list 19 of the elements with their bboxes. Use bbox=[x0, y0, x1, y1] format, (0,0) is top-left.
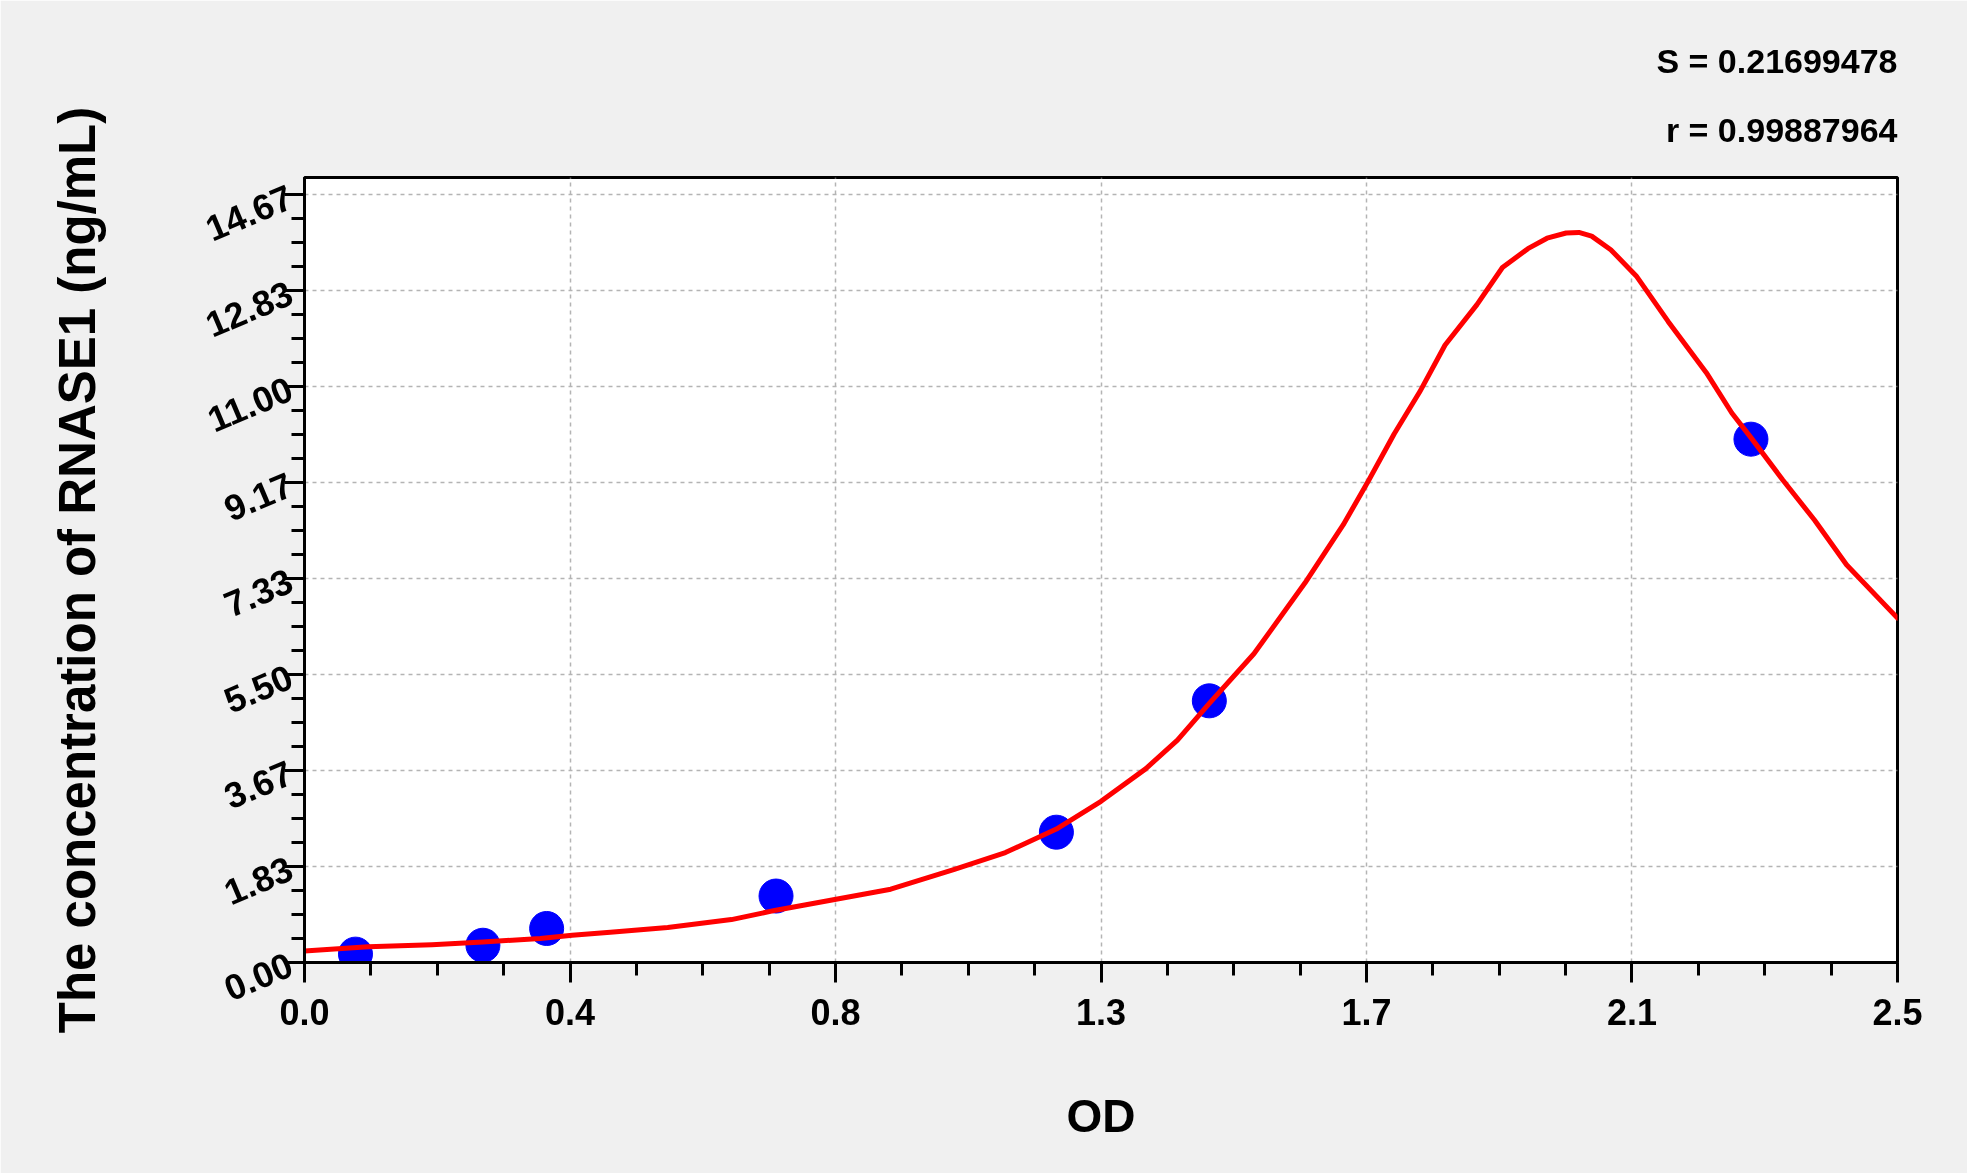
x-tick-label: 2.1 bbox=[1606, 991, 1657, 1033]
y-tick-label: 12.83 bbox=[199, 272, 299, 346]
x-tick-label: 0.8 bbox=[810, 991, 861, 1033]
y-tick-label: 7.33 bbox=[218, 560, 299, 626]
y-tick-label: 11.00 bbox=[201, 368, 299, 441]
text: r = 0.99887964 bbox=[1665, 110, 1898, 149]
y-tick-label: 9.17 bbox=[218, 464, 299, 530]
x-tick-label: 2.5 bbox=[1872, 991, 1923, 1033]
x-tick-label: 1.3 bbox=[1075, 991, 1127, 1033]
x-tick-label: 1.7 bbox=[1341, 991, 1392, 1033]
y-tick-label: 5.50 bbox=[218, 656, 299, 722]
y-axis-title: The concentration of RNASE1 (ng/mL) bbox=[49, 106, 107, 1034]
text: S = 0.21699478 bbox=[1656, 41, 1898, 80]
y-tick-label: 3.67 bbox=[218, 752, 299, 818]
x-tick-label: 0.0 bbox=[279, 991, 330, 1033]
y-tick-label: 14.67 bbox=[199, 176, 299, 250]
x-tick-label: 0.4 bbox=[545, 991, 596, 1033]
x-axis-title: OD bbox=[1066, 1089, 1136, 1142]
y-tick-label: 1.83 bbox=[218, 848, 299, 914]
